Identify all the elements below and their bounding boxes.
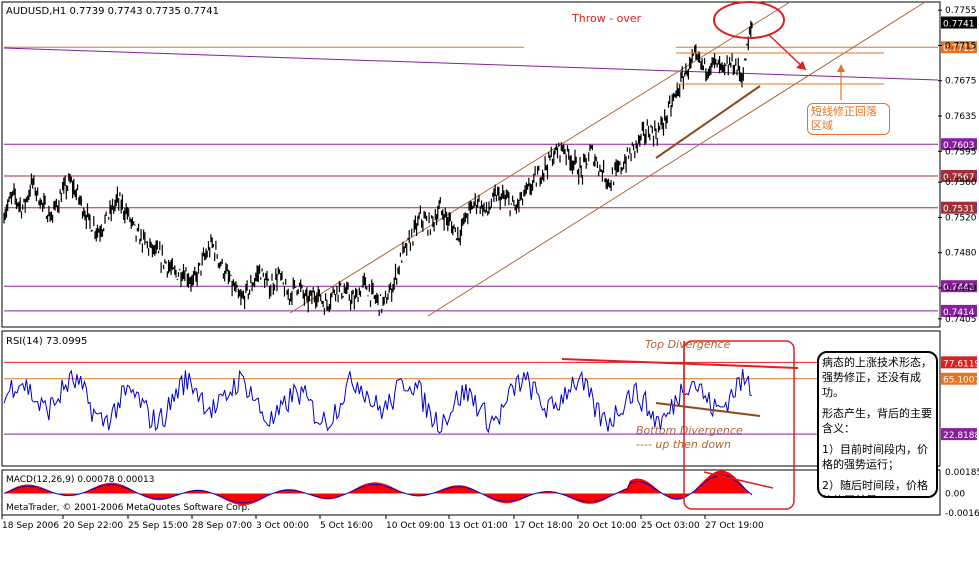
price-panel: [1, 1, 941, 328]
descending-trendline: [3, 47, 939, 81]
level-tag: [941, 304, 977, 317]
macd-tick-label: -0.00168: [945, 509, 979, 519]
level-tag: [941, 138, 977, 151]
price-tick-label: 0.7595: [945, 147, 977, 157]
time-tick-label: 10 Oct 09:00: [386, 521, 445, 531]
price-tick-label: 0.7560: [945, 178, 977, 188]
rsi-levels: 77.6119 65.1007 22.8188: [4, 356, 979, 441]
time-axis: 18 Sep 2006 20 Sep 22:00 25 Sep 15:00 28 Se…: [1, 515, 764, 531]
price-tick-label: 0.7405: [945, 315, 977, 325]
price-series: [3, 20, 753, 316]
time-tick-label: 18 Sep 2006: [2, 521, 59, 531]
rsi-level-label: 22.8188: [943, 431, 979, 441]
macd-divergence-line: [703, 471, 774, 489]
level-tag-label: 0.7567: [943, 173, 975, 183]
time-tick-label: 17 Oct 18:00: [514, 521, 573, 531]
level-tag-label: 0.7531: [943, 205, 975, 215]
price-channel-lines: [289, 1, 926, 317]
price-horizontal-levels: 0.7713 0.7603 0.7567 0.7531 0.7442 0.7414: [3, 41, 977, 318]
correction-zone-note: 短线修正回落区域: [807, 103, 890, 135]
rsi-series: [3, 369, 753, 434]
level-tag: [941, 41, 977, 54]
rsi-level-label: 77.6119: [943, 359, 979, 369]
rsi-panel: [1, 330, 941, 467]
channel-lower: [427, 1, 926, 317]
note-paragraph-1: 病态的上涨技术形态，强势修正，还没有成功。: [822, 356, 932, 399]
level-tag-label: 0.7442: [943, 283, 975, 293]
level-tag: [941, 169, 977, 182]
copyright: MetaTrader, © 2001-2006 MetaQuotes Softw…: [6, 503, 250, 513]
price-tick-label: 0.7520: [945, 213, 977, 223]
rsi-bottom-divergence-line: [655, 402, 761, 417]
macd-histogram: [4, 470, 752, 506]
note-paragraph-4: 2）随后时间段，价格的修正前景。: [822, 479, 928, 496]
level-tag-label: 0.7414: [943, 308, 975, 318]
throw-over-arrowhead: [796, 61, 806, 70]
time-tick-label: 3 Oct 00:00: [256, 521, 309, 531]
explanation-note: 病态的上涨技术形态，强势修正，还没有成功。 形态产生，背后的主要含义： 1）目前…: [817, 351, 938, 498]
time-tick-label: 20 Sep 22:00: [63, 521, 123, 531]
throw-over-circle: [713, 1, 785, 39]
price-axis: 0.77550.77150.76750.76350.75950.75600.75…: [938, 6, 977, 325]
rsi-header: RSI(14) 73.0995: [6, 336, 87, 347]
throw-over-label: Throw - over: [571, 12, 642, 25]
price-tick-label: 0.7440: [945, 284, 977, 294]
rsi-level-tag: [941, 428, 977, 441]
top-divergence-label: Top Divergence: [645, 338, 731, 351]
rsi-top-divergence-line: [561, 358, 799, 369]
price-tick-label: 0.7635: [945, 112, 977, 122]
macd-header: MACD(12,26,9) 0.00078 0.00013: [6, 475, 155, 485]
rsi-line: [3, 369, 753, 434]
time-tick-label: 20 Oct 10:00: [578, 521, 637, 531]
zone-arrowhead: [837, 64, 845, 72]
level-tag-label: 0.7713: [943, 44, 975, 54]
level-tag: [941, 201, 977, 214]
macd-tick-label: 0.00185: [945, 468, 979, 478]
level-tag: [941, 280, 977, 293]
throw-over-arrow: [767, 33, 807, 71]
time-tick-label: 13 Oct 01:00: [449, 521, 508, 531]
time-tick-label: 28 Sep 07:00: [192, 521, 252, 531]
rsi-level-tag: [941, 356, 977, 369]
macd-tick-label: 0.00: [945, 489, 965, 499]
note-paragraph-2: 形态产生，背后的主要含义：: [822, 407, 932, 435]
time-tick-label: 5 Oct 16:00: [320, 521, 373, 531]
rsi-level-tag: [941, 372, 977, 385]
note-paragraph-3: 1）目前时间段内，价格的强势运行；: [822, 443, 928, 471]
price-tick-label: 0.7715: [945, 41, 977, 51]
channel-upper: [289, 1, 791, 314]
time-tick-label: 25 Oct 03:00: [641, 521, 700, 531]
macd-axis: 0.00185 0.00 -0.00168: [945, 468, 979, 519]
price-tick-label: 0.7675: [945, 77, 977, 87]
bottom-divergence-label: Bottom Divergence: [636, 424, 743, 437]
rsi-level-label: 65.1007: [943, 376, 979, 386]
price-lower-trend: [655, 85, 761, 159]
level-tag-label: 0.7603: [943, 141, 975, 151]
last-price-label: 0.7741: [943, 20, 975, 30]
time-tick-label: 25 Sep 15:00: [128, 521, 188, 531]
time-tick-label: 27 Oct 19:00: [705, 521, 764, 531]
macd-signal-line: [3, 474, 753, 504]
price-header: AUDUSD,H1 0.7739 0.7743 0.7735 0.7741: [6, 6, 219, 17]
price-bars: [3, 20, 753, 316]
price-tick-label: 0.7480: [945, 249, 977, 259]
price-tick-label: 0.7755: [945, 6, 977, 16]
macd-series: [3, 470, 753, 506]
last-price-tag: [941, 16, 977, 29]
